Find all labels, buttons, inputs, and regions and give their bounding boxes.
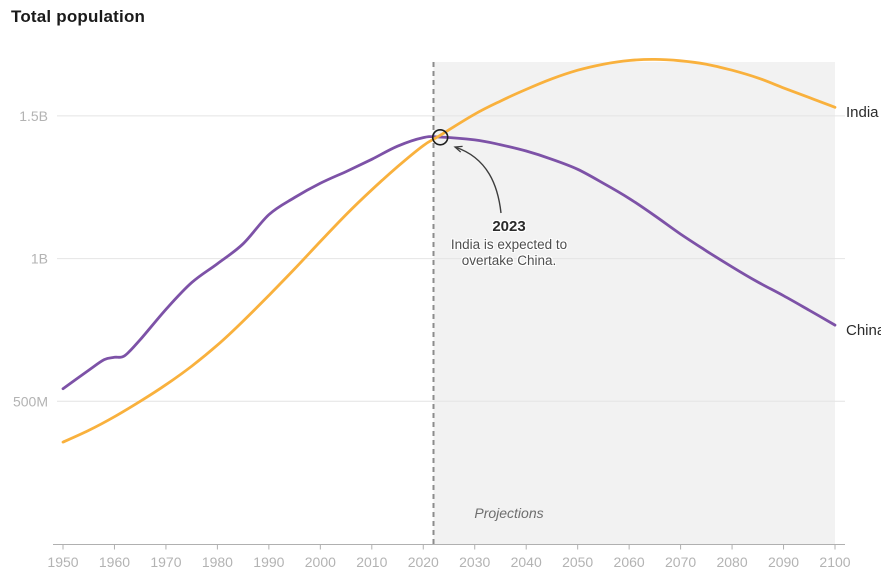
x-tick-label: 1960 bbox=[99, 554, 130, 570]
x-tick-label: 2050 bbox=[562, 554, 593, 570]
y-tick-label: 1B bbox=[31, 251, 48, 267]
projections-label: Projections bbox=[474, 505, 544, 521]
x-tick-label: 1980 bbox=[202, 554, 233, 570]
crossover-annotation: 2023 India is expected to overtake China… bbox=[429, 218, 589, 268]
annotation-text-line-1: India is expected to bbox=[450, 237, 568, 252]
crossover-marker bbox=[431, 129, 449, 146]
x-tick-label: 2090 bbox=[768, 554, 799, 570]
series-label-india: India bbox=[846, 104, 879, 122]
x-tick-label: 2080 bbox=[716, 554, 747, 570]
china-line bbox=[61, 135, 837, 391]
annotation-text-line-2: overtake China. bbox=[461, 252, 557, 268]
x-tick-label: 1970 bbox=[150, 554, 181, 570]
x-tick-label: 2030 bbox=[459, 554, 490, 570]
x-tick-label: 2040 bbox=[511, 554, 542, 570]
x-tick-label: 2100 bbox=[819, 554, 850, 570]
x-tick-label: 2010 bbox=[356, 554, 387, 570]
x-tick-label: 1950 bbox=[47, 554, 78, 570]
x-tick-label: 2070 bbox=[665, 554, 696, 570]
annotation-year: 2023 bbox=[492, 218, 526, 235]
y-tick-label: 500M bbox=[13, 393, 48, 409]
series-label-china: China bbox=[846, 322, 881, 340]
projection-region bbox=[433, 62, 835, 544]
annotation-arrow bbox=[453, 145, 502, 214]
chart-title: Total population bbox=[11, 7, 146, 26]
x-tick-label: 1990 bbox=[253, 554, 284, 570]
y-tick-label: 1.5B bbox=[19, 108, 48, 124]
x-tick-label: 2020 bbox=[408, 554, 439, 570]
x-tick-label: 2060 bbox=[614, 554, 645, 570]
x-tick-label: 2000 bbox=[305, 554, 336, 570]
india-line bbox=[61, 57, 837, 444]
